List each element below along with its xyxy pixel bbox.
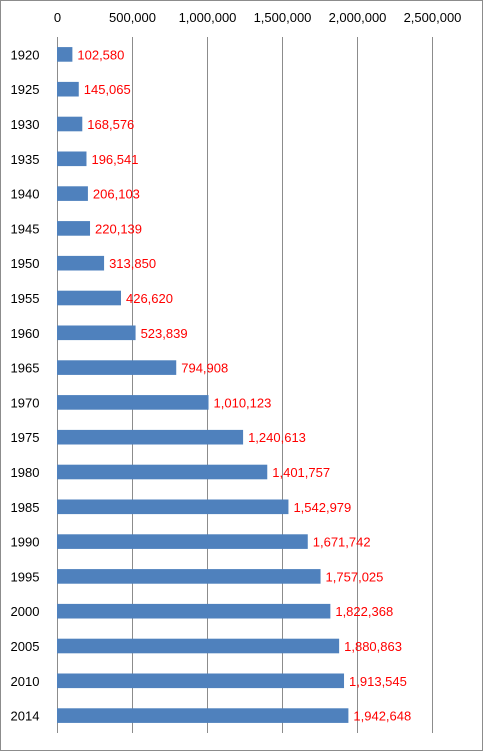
x-tick-label: 500,000: [109, 10, 156, 25]
bar: [57, 708, 349, 723]
y-tick-label: 1965: [11, 361, 40, 376]
data-label: 426,620: [126, 291, 173, 306]
data-label: 794,908: [181, 361, 228, 376]
data-label: 206,103: [93, 187, 140, 202]
data-label: 1,880,863: [344, 639, 402, 654]
y-tick-label: 1995: [11, 569, 40, 584]
data-label: 102,580: [77, 47, 124, 62]
bar: [57, 603, 331, 619]
data-label: 1,757,025: [326, 569, 384, 584]
data-label: 196,541: [91, 152, 138, 167]
y-tick-label: 2005: [11, 639, 40, 654]
x-axis: 0 500,000 1,000,000 1,500,000 2,000,000 2,500…: [54, 10, 462, 25]
y-tick-label: 1920: [11, 47, 40, 62]
y-tick-label: 1950: [11, 256, 40, 271]
data-label: 1,822,368: [335, 604, 393, 619]
y-tick-label: 1940: [11, 187, 40, 202]
x-tick-label: 2,500,000: [404, 10, 462, 25]
bar: [57, 360, 177, 375]
y-tick-label: 1955: [11, 291, 40, 306]
data-label: 1,401,757: [272, 465, 330, 480]
bar: [57, 221, 91, 236]
y-tick-label: 1970: [11, 395, 40, 410]
x-tick-label: 1,500,000: [254, 10, 312, 25]
bar: [57, 325, 136, 341]
bar: [57, 116, 83, 132]
bar: [57, 464, 268, 480]
data-label: 1,240,613: [248, 430, 306, 445]
data-labels: 102,580 145,065 168,576 196,541 206,103 220,1…: [77, 47, 411, 723]
data-label: 1,542,979: [293, 500, 351, 515]
data-label: 145,065: [84, 82, 131, 97]
data-label: 168,576: [87, 117, 134, 132]
data-label: 523,839: [141, 326, 188, 341]
data-label: 1,913,545: [349, 674, 407, 689]
bar: [57, 534, 308, 549]
data-label: 1,942,648: [353, 709, 411, 724]
bars: [57, 47, 349, 723]
y-tick-label: 1925: [11, 82, 40, 97]
gridlines: [57, 37, 433, 733]
bar: [57, 47, 73, 62]
y-tick-label: 2010: [11, 674, 40, 689]
x-tick-label: 1,000,000: [179, 10, 237, 25]
data-label: 1,010,123: [214, 395, 272, 410]
y-tick-label: 1975: [11, 430, 40, 445]
data-label: 313,850: [109, 256, 156, 271]
y-tick-label: 2014: [11, 709, 40, 724]
x-tick-label: 0: [54, 10, 61, 25]
bar: [57, 290, 121, 306]
bar: [57, 151, 87, 167]
y-tick-label: 1930: [11, 117, 40, 132]
y-tick-label: 2000: [11, 604, 40, 619]
bar: [57, 569, 321, 584]
bar: [57, 429, 244, 445]
bar: [57, 499, 289, 515]
x-tick-label: 2,000,000: [329, 10, 387, 25]
data-label: 220,139: [95, 221, 142, 236]
bar: [57, 673, 345, 689]
y-tick-label: 1990: [11, 535, 40, 550]
bar: [57, 255, 105, 271]
y-tick-label: 1945: [11, 221, 40, 236]
bar: [57, 186, 88, 201]
y-axis: 1920 1925 1930 1935 1940 1945 1950 1955 1960 1965…: [11, 47, 40, 723]
data-label: 1,671,742: [313, 535, 371, 550]
bar: [57, 638, 340, 654]
y-tick-label: 1985: [11, 500, 40, 515]
y-tick-label: 1960: [11, 326, 40, 341]
bar: [57, 395, 209, 410]
y-tick-label: 1935: [11, 152, 40, 167]
bar: [57, 81, 79, 97]
y-tick-label: 1980: [11, 465, 40, 480]
